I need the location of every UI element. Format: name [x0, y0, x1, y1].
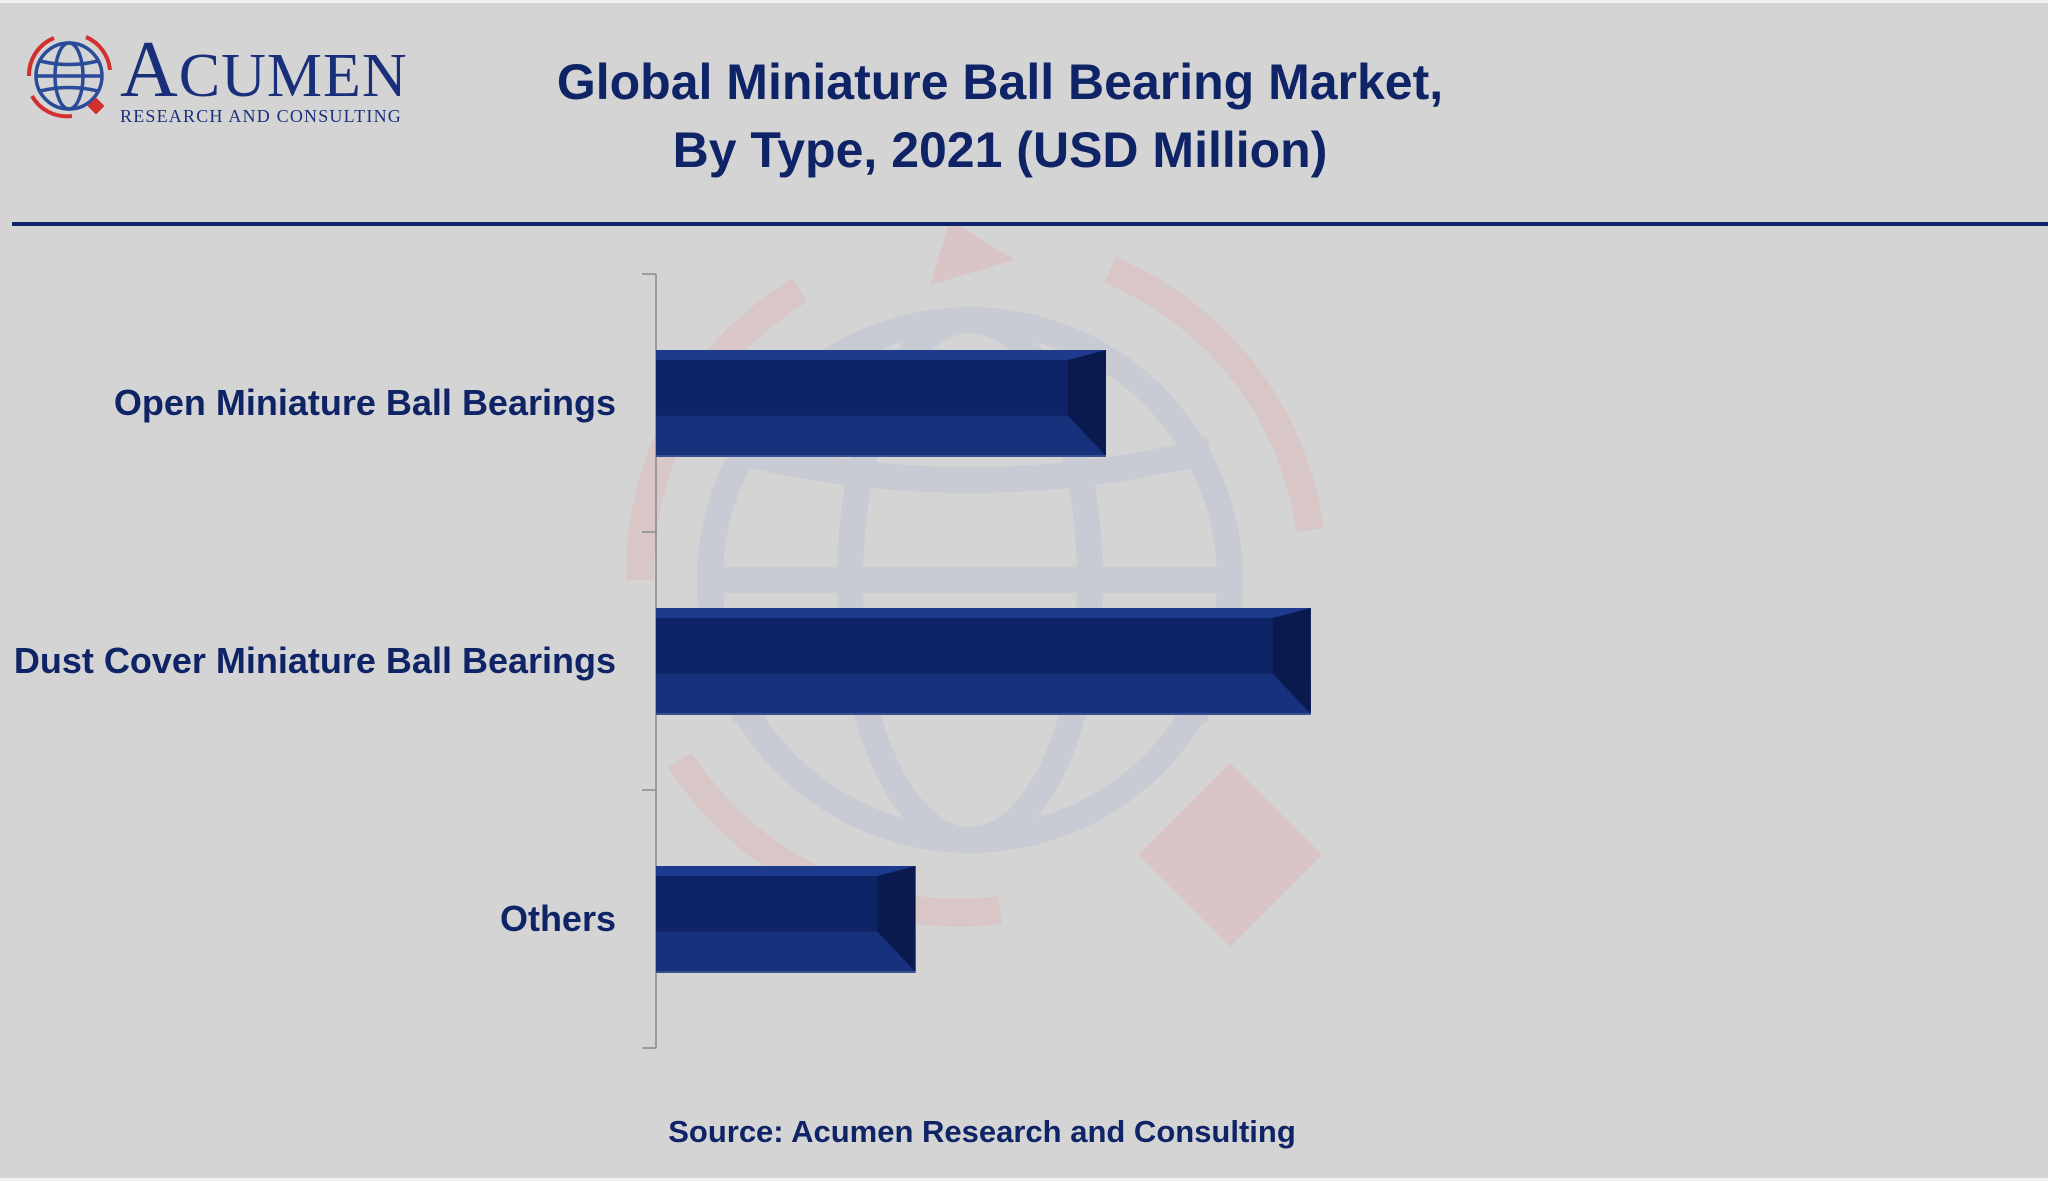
logo-wordmark: ACUMEN — [120, 30, 408, 116]
chart-title: Global Miniature Ball Bearing Market, By… — [500, 48, 1500, 184]
bar-bevel-bottom — [656, 931, 916, 972]
bar — [656, 608, 1311, 715]
bar-bevel-top — [656, 350, 1106, 360]
logo-wordmark-rest: CUMEN — [178, 42, 408, 110]
header-divider — [12, 222, 2048, 226]
category-label: Dust Cover Miniature Ball Bearings — [14, 640, 616, 681]
bar-bevel-top — [656, 866, 916, 876]
bar-bevel-bottom — [656, 415, 1106, 456]
bar-bevel-right — [1068, 350, 1106, 456]
chart-title-line2: By Type, 2021 (USD Million) — [672, 122, 1328, 178]
category-label: Open Miniature Ball Bearings — [114, 382, 616, 423]
bar-bevel-right — [877, 866, 916, 972]
bar-bevel-right — [1272, 608, 1311, 714]
bar — [656, 866, 916, 973]
bar-bevel-bottom — [656, 673, 1311, 714]
category-label: Others — [500, 898, 616, 939]
chart-title-line1: Global Miniature Ball Bearing Market, — [556, 54, 1444, 110]
bar-bevel-top — [656, 608, 1311, 618]
bar — [656, 350, 1106, 457]
logo-tagline: RESEARCH AND CONSULTING — [120, 106, 402, 126]
acumen-logo: ACUMEN RESEARCH AND CONSULTING — [24, 28, 424, 128]
source-note: Source: Acumen Research and Consulting — [668, 1114, 1296, 1149]
logo-wordmark-first: A — [120, 26, 179, 114]
globe-logo-icon — [26, 35, 112, 119]
